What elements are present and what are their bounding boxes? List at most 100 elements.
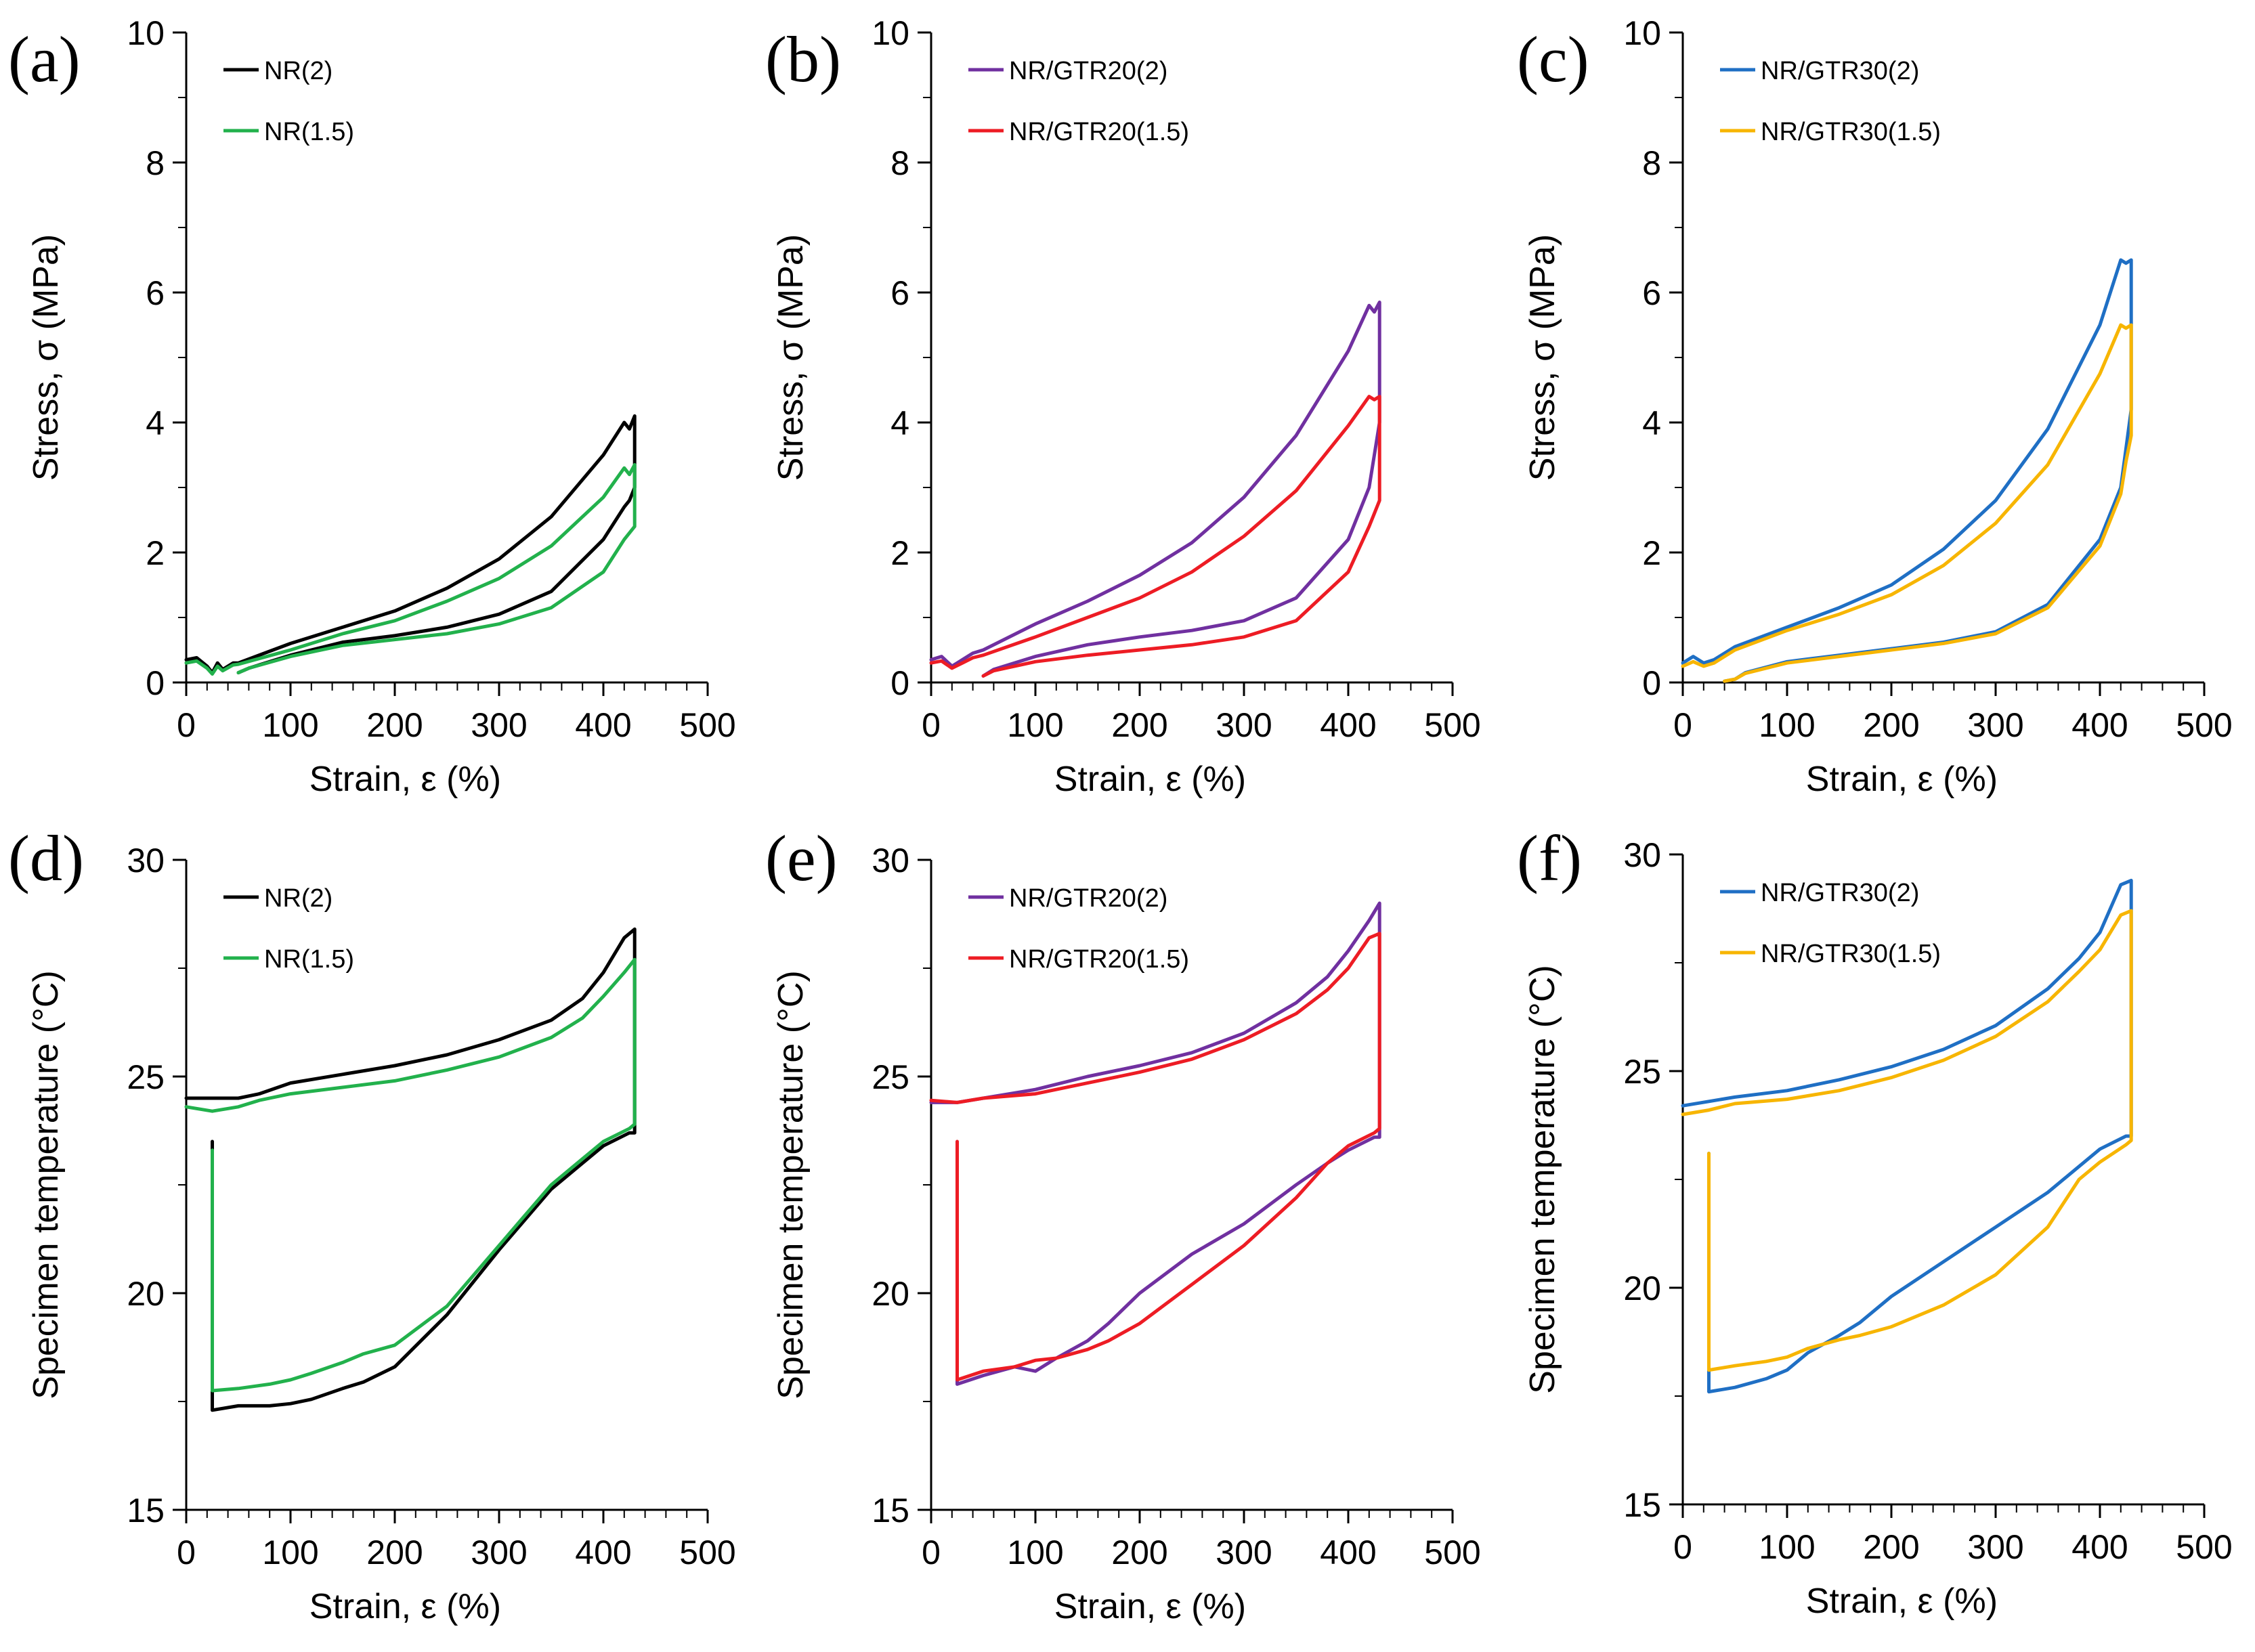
chart-panel-5: (e) 0 100 200 300 400 500 15 20 25 30 Strain, ε (%)… bbox=[765, 822, 1481, 1626]
x-tick-label: 300 bbox=[1967, 1528, 2023, 1566]
y-tick-label: 30 bbox=[1623, 836, 1661, 874]
x-axis-title: Strain, ε (%) bbox=[309, 760, 501, 799]
x-tick-label: 500 bbox=[1424, 706, 1480, 744]
x-tick-label: 500 bbox=[679, 1534, 735, 1571]
x-tick-label: 400 bbox=[2071, 706, 2128, 744]
x-tick-label: 300 bbox=[1216, 706, 1272, 744]
x-tick-label: 200 bbox=[1863, 1528, 1919, 1566]
y-axis-title: Specimen temperature (°C) bbox=[771, 970, 811, 1399]
y-tick-label: 15 bbox=[1623, 1486, 1661, 1524]
y-tick-label: 8 bbox=[1642, 144, 1661, 182]
x-tick-label: 0 bbox=[922, 1534, 941, 1571]
panel-label: (c) bbox=[1517, 23, 1589, 95]
panel-label: (d) bbox=[8, 822, 84, 894]
x-tick-label: 0 bbox=[1673, 1528, 1692, 1566]
x-tick-label: 300 bbox=[1967, 706, 2023, 744]
series-line-2 bbox=[1681, 323, 2133, 683]
legend-label-2: NR(1.5) bbox=[264, 118, 354, 146]
legend-label-2: NR/GTR30(1.5) bbox=[1761, 940, 1941, 968]
series-line-1 bbox=[929, 300, 1381, 678]
x-axis-title: Strain, ε (%) bbox=[1806, 760, 1998, 799]
x-tick-label: 500 bbox=[1424, 1534, 1480, 1571]
x-tick-label: 200 bbox=[1111, 1534, 1167, 1571]
y-tick-label: 15 bbox=[872, 1492, 909, 1529]
legend-label-1: NR(2) bbox=[264, 884, 332, 913]
y-tick-label: 0 bbox=[890, 664, 909, 702]
panel-label: (e) bbox=[765, 822, 838, 894]
y-tick-label: 0 bbox=[146, 664, 165, 702]
y-tick-label: 15 bbox=[127, 1492, 165, 1529]
y-tick-label: 20 bbox=[127, 1275, 165, 1313]
x-tick-label: 400 bbox=[1320, 1534, 1376, 1571]
legend-label-1: NR(2) bbox=[264, 57, 332, 85]
y-tick-label: 10 bbox=[1623, 14, 1661, 52]
y-tick-label: 8 bbox=[890, 144, 909, 182]
series-line-2 bbox=[184, 957, 637, 1393]
series-line-1 bbox=[184, 927, 637, 1412]
x-tick-label: 0 bbox=[177, 706, 196, 744]
series-line-1 bbox=[1681, 258, 2133, 683]
x-tick-label: 400 bbox=[2071, 1528, 2128, 1566]
x-tick-label: 0 bbox=[1673, 706, 1692, 744]
y-axis-title: Specimen temperature (°C) bbox=[1523, 965, 1562, 1393]
x-axis-title: Strain, ε (%) bbox=[1054, 760, 1246, 799]
legend-label-1: NR/GTR20(2) bbox=[1009, 57, 1167, 85]
y-tick-label: 25 bbox=[1623, 1053, 1661, 1091]
series-line-2 bbox=[184, 462, 637, 676]
legend-label-1: NR/GTR20(2) bbox=[1009, 884, 1167, 913]
x-axis-title: Strain, ε (%) bbox=[1806, 1582, 1998, 1621]
x-tick-label: 200 bbox=[1111, 706, 1167, 744]
y-tick-label: 4 bbox=[1642, 404, 1661, 442]
y-tick-label: 0 bbox=[1642, 664, 1661, 702]
series-line-1 bbox=[184, 414, 637, 675]
y-axis-title: Specimen temperature (°C) bbox=[26, 970, 66, 1399]
series-line-1 bbox=[1681, 878, 2133, 1394]
x-tick-label: 100 bbox=[1759, 1528, 1815, 1566]
legend-label-2: NR/GTR20(1.5) bbox=[1009, 118, 1189, 146]
x-tick-label: 100 bbox=[262, 706, 318, 744]
x-tick-label: 400 bbox=[575, 706, 631, 744]
series-line-2 bbox=[1681, 909, 2133, 1372]
legend-label-2: NR(1.5) bbox=[264, 945, 354, 974]
x-tick-label: 300 bbox=[471, 706, 527, 744]
y-tick-label: 6 bbox=[1642, 274, 1661, 312]
legend-label-1: NR/GTR30(2) bbox=[1761, 57, 1919, 85]
x-axis-title: Strain, ε (%) bbox=[309, 1587, 501, 1626]
x-tick-label: 500 bbox=[2176, 1528, 2232, 1566]
y-tick-label: 8 bbox=[146, 144, 165, 182]
x-tick-label: 100 bbox=[262, 1534, 318, 1571]
x-tick-label: 300 bbox=[471, 1534, 527, 1571]
y-tick-label: 30 bbox=[872, 842, 909, 879]
x-tick-label: 0 bbox=[177, 1534, 196, 1571]
x-axis-title: Strain, ε (%) bbox=[1054, 1587, 1246, 1626]
x-tick-label: 200 bbox=[366, 1534, 423, 1571]
y-axis-title: Stress, σ (MPa) bbox=[1523, 234, 1562, 481]
x-tick-label: 400 bbox=[575, 1534, 631, 1571]
y-tick-label: 20 bbox=[1623, 1269, 1661, 1307]
chart-panel-1: (a) 0 100 200 300 400 500 0 2 4 6 8 10 Strain, ε (%) S… bbox=[8, 14, 736, 799]
x-tick-label: 0 bbox=[922, 706, 941, 744]
chart-panel-6: (f) 0 100 200 300 400 500 15 20 25 30 Strain, ε (%)… bbox=[1517, 822, 2233, 1621]
panel-label: (a) bbox=[8, 23, 81, 95]
y-tick-label: 4 bbox=[146, 404, 165, 442]
legend-label-2: NR/GTR30(1.5) bbox=[1761, 118, 1941, 146]
y-tick-label: 6 bbox=[890, 274, 909, 312]
x-tick-label: 200 bbox=[1863, 706, 1919, 744]
y-tick-label: 20 bbox=[872, 1275, 909, 1313]
chart-panel-2: (b) 0 100 200 300 400 500 0 2 4 6 8 10 Strain, ε (%) S… bbox=[765, 14, 1481, 799]
panel-label: (f) bbox=[1517, 822, 1582, 894]
y-tick-label: 10 bbox=[127, 14, 165, 52]
series-line-2 bbox=[929, 395, 1381, 678]
panel-label: (b) bbox=[765, 23, 841, 95]
y-tick-label: 30 bbox=[127, 842, 165, 879]
y-tick-label: 2 bbox=[1642, 534, 1661, 572]
chart-panel-4: (d) 0 100 200 300 400 500 15 20 25 30 Strain, ε (%)… bbox=[8, 822, 736, 1626]
y-tick-label: 2 bbox=[146, 534, 165, 572]
x-tick-label: 100 bbox=[1007, 1534, 1063, 1571]
legend-label-1: NR/GTR30(2) bbox=[1761, 879, 1919, 907]
y-tick-label: 6 bbox=[146, 274, 165, 312]
x-tick-label: 400 bbox=[1320, 706, 1376, 744]
x-tick-label: 500 bbox=[2176, 706, 2232, 744]
y-tick-label: 25 bbox=[127, 1058, 165, 1096]
